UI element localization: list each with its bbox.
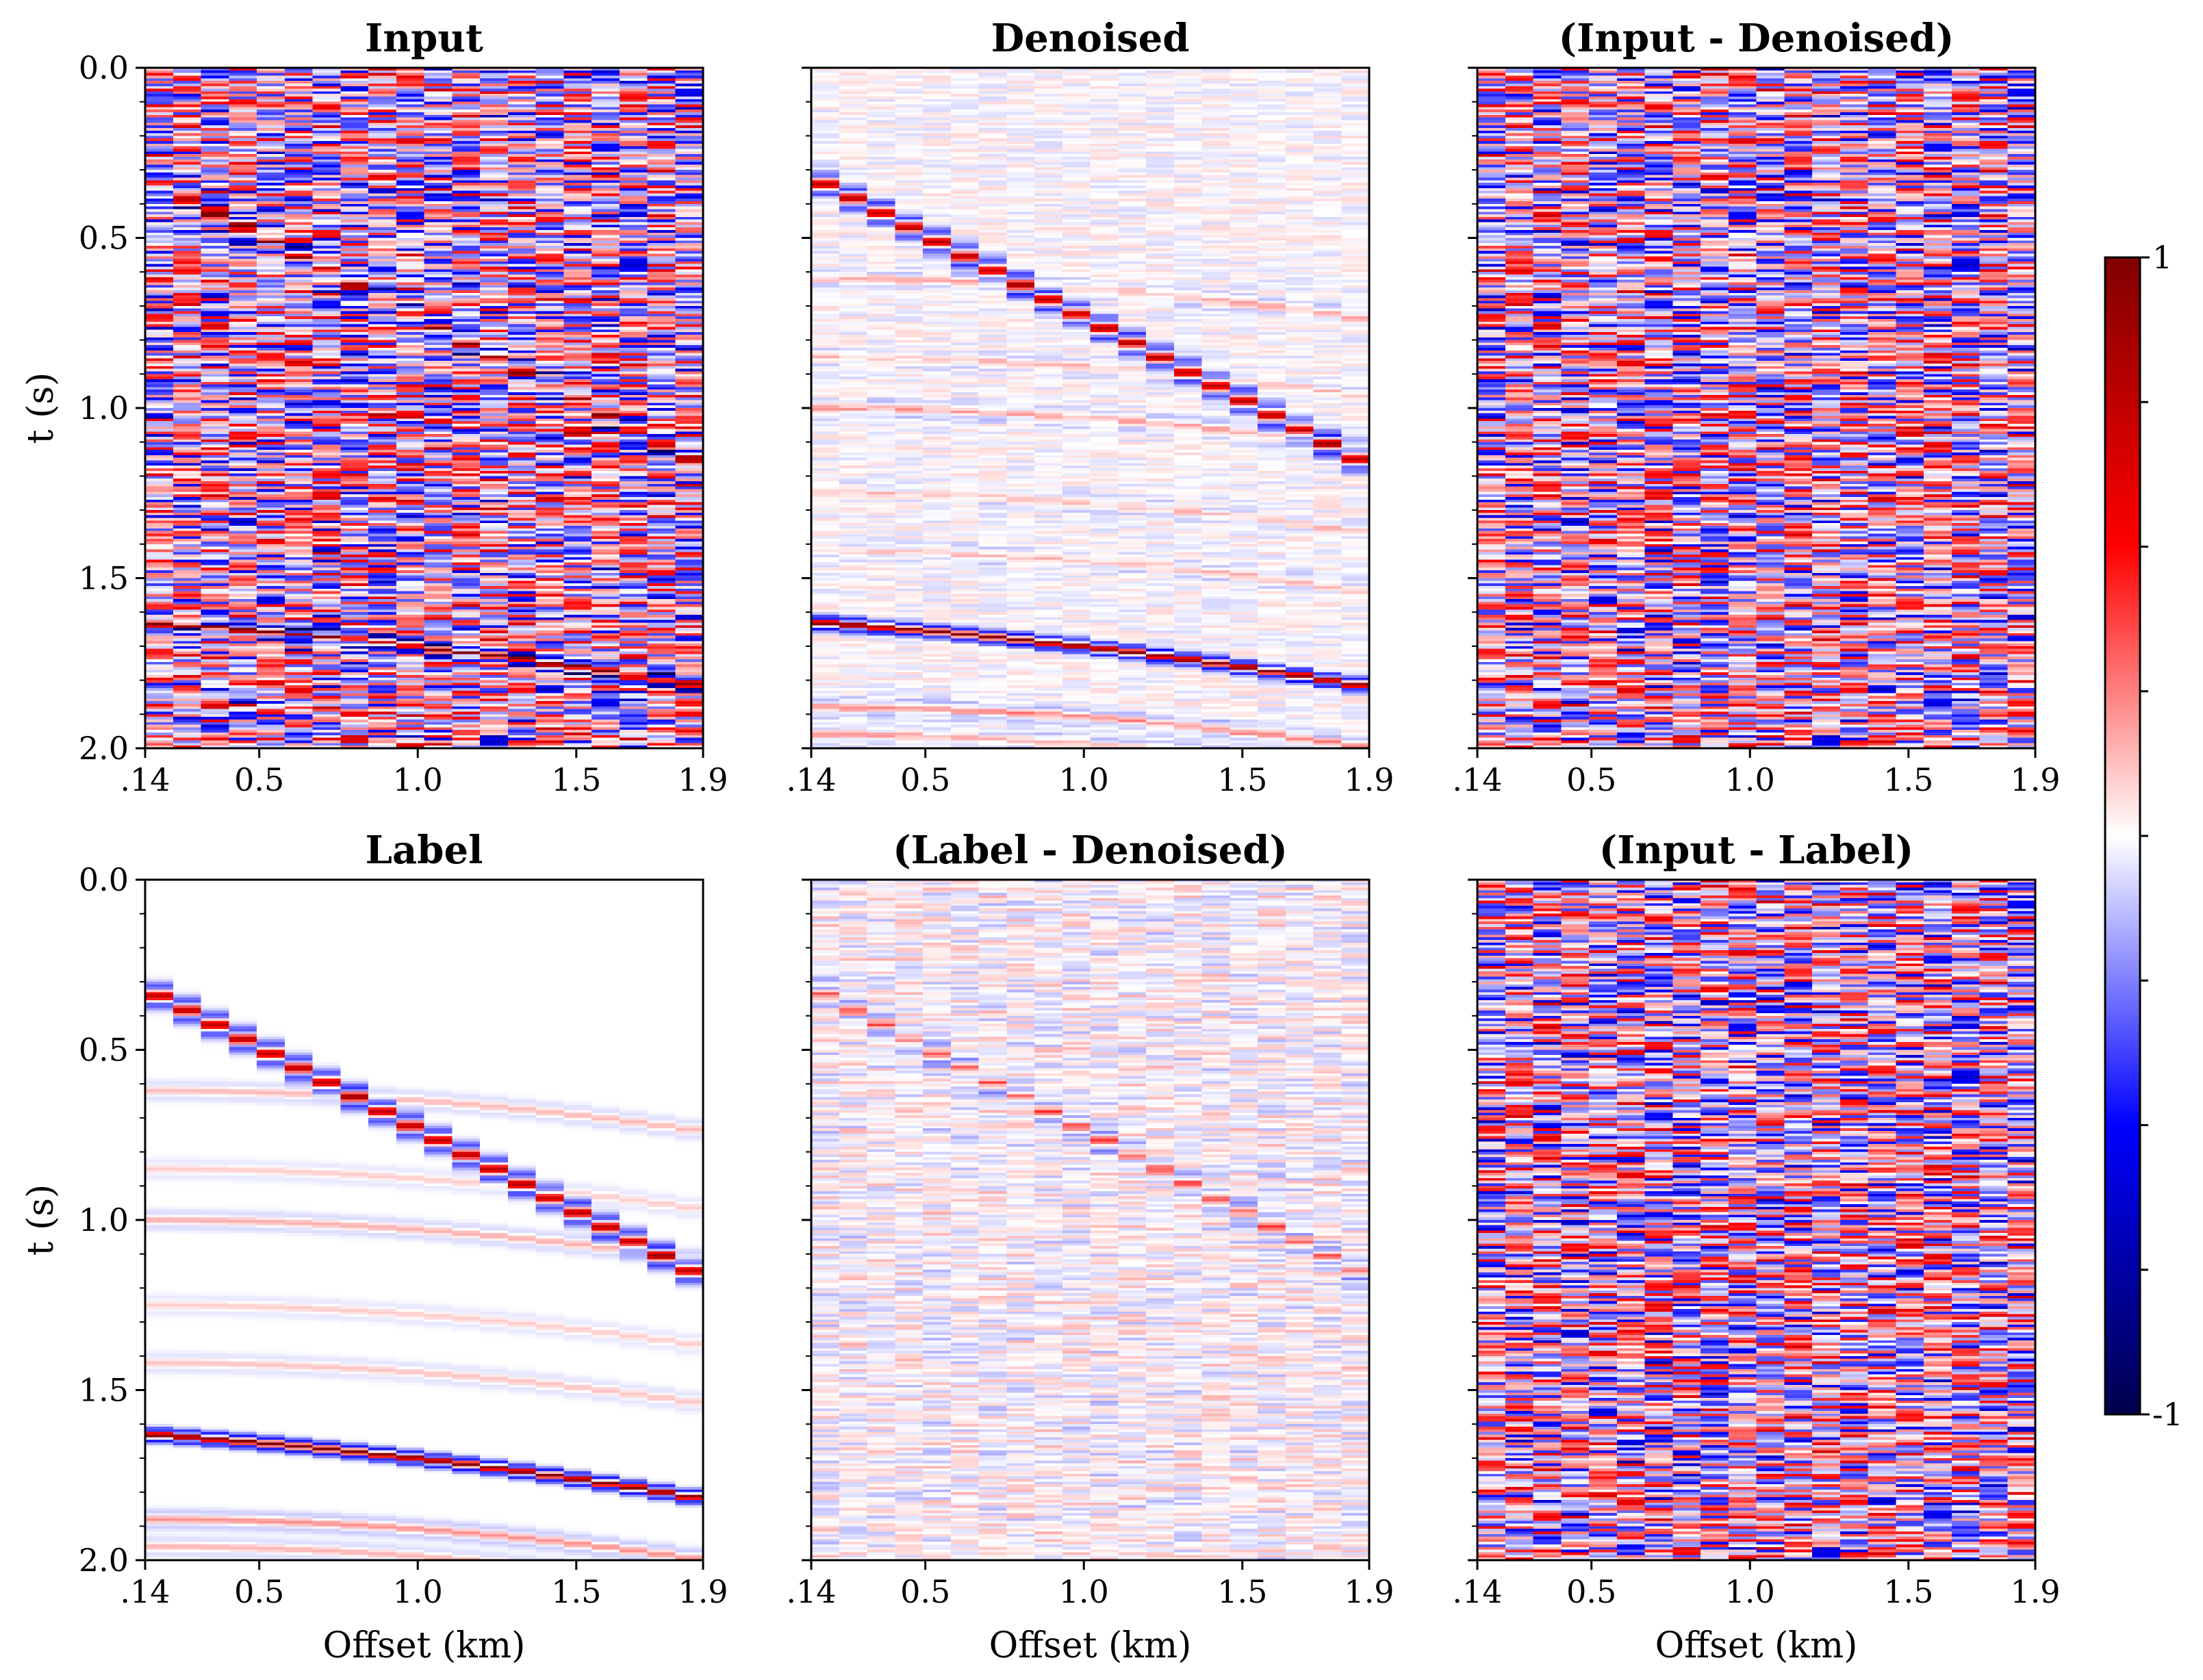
panel-title: (Input - Label)	[1599, 828, 1914, 873]
x-tick-label: 0.5	[234, 1573, 284, 1610]
panel: (Input - Denoised) .14 0.5 1.0 1.5 1.9	[1452, 16, 2060, 798]
heatmap-image	[1477, 880, 2035, 1560]
x-tick-label: 1.9	[2010, 761, 2060, 798]
heatmap-image	[811, 68, 1369, 748]
y-axis-label: t (s)	[21, 372, 62, 444]
x-tick-label: 0.5	[234, 761, 284, 798]
y-tick-label: 0.5	[79, 1032, 129, 1069]
panel: Label .14 0.5 1.0 1.5 1.9 0.0 0.5 1.0 1.5 2.0 t (s)…	[21, 828, 728, 1666]
y-tick-label: 2.0	[79, 730, 129, 767]
panel: (Label - Denoised) .14 0.5 1.0 1.5 1.9 Offset …	[786, 828, 1394, 1666]
x-tick-label: 1.5	[1217, 1573, 1267, 1610]
heatmap-image	[145, 68, 703, 748]
colorbar-tick-label: 1	[2152, 239, 2172, 276]
x-axis-label: Offset (km)	[1655, 1625, 1858, 1666]
panels: Input .14 0.5 1.0 1.5 1.9 0.0 0.5 1.0 1.5 2.0 t (s)…	[21, 16, 2061, 1666]
y-tick-label: 2.0	[79, 1542, 129, 1579]
panel: (Input - Label) .14 0.5 1.0 1.5 1.9 Offset (km…	[1452, 828, 2060, 1666]
x-tick-label: .14	[786, 761, 836, 798]
x-tick-label: 1.5	[1217, 761, 1267, 798]
y-tick-label: 1.5	[79, 1372, 129, 1409]
x-tick-label: 1.9	[1344, 761, 1394, 798]
panel: Input .14 0.5 1.0 1.5 1.9 0.0 0.5 1.0 1.5 2.0 t (s)	[21, 16, 728, 798]
x-tick-label: .14	[120, 761, 170, 798]
x-tick-label: 1.5	[551, 1573, 601, 1610]
x-tick-label: 0.5	[900, 761, 950, 798]
panel-title: Label	[366, 828, 483, 873]
y-tick-label: 0.0	[79, 49, 129, 86]
x-tick-label: .14	[1452, 1573, 1502, 1610]
x-tick-label: 1.0	[1725, 1573, 1775, 1610]
x-tick-label: .14	[120, 1573, 170, 1610]
panel: Denoised .14 0.5 1.0 1.5 1.9	[786, 16, 1394, 798]
y-axis-label: t (s)	[21, 1184, 62, 1256]
x-tick-label: 1.0	[1725, 761, 1775, 798]
y-tick-label: 1.0	[79, 1201, 129, 1238]
panel-title: (Input - Denoised)	[1559, 16, 1954, 61]
x-tick-label: 1.9	[2010, 1573, 2060, 1610]
y-tick-label: 0.5	[79, 220, 129, 257]
heatmap-image	[1477, 68, 2035, 748]
colorbar-gradient	[2104, 256, 2141, 1416]
x-tick-label: 1.9	[1344, 1573, 1394, 1610]
colorbar-tick-label: -1	[2152, 1396, 2183, 1433]
x-tick-label: 1.5	[551, 761, 601, 798]
x-tick-label: 1.5	[1883, 1573, 1933, 1610]
x-tick-label: 0.5	[1566, 1573, 1616, 1610]
panel-title: Denoised	[991, 16, 1190, 61]
x-tick-label: 1.0	[1059, 761, 1109, 798]
panel-title: Input	[365, 16, 483, 61]
x-tick-label: 1.9	[678, 761, 728, 798]
panel-title: (Label - Denoised)	[893, 828, 1288, 873]
colorbar: 1 -1	[2104, 239, 2183, 1433]
heatmap-image	[811, 880, 1369, 1560]
x-tick-label: .14	[786, 1573, 836, 1610]
x-axis-label: Offset (km)	[989, 1625, 1192, 1666]
x-tick-label: 1.9	[678, 1573, 728, 1610]
x-tick-label: 1.5	[1883, 761, 1933, 798]
y-tick-label: 1.0	[79, 390, 129, 427]
x-axis-label: Offset (km)	[323, 1625, 526, 1666]
x-tick-label: 1.0	[393, 761, 443, 798]
x-tick-label: 1.0	[1059, 1573, 1109, 1610]
x-tick-label: 0.5	[900, 1573, 950, 1610]
x-tick-label: 0.5	[1566, 761, 1616, 798]
heatmap-image	[145, 880, 703, 1560]
y-tick-label: 1.5	[79, 560, 129, 597]
x-tick-label: 1.0	[393, 1573, 443, 1610]
x-tick-label: .14	[1452, 761, 1502, 798]
y-tick-label: 0.0	[79, 861, 129, 898]
